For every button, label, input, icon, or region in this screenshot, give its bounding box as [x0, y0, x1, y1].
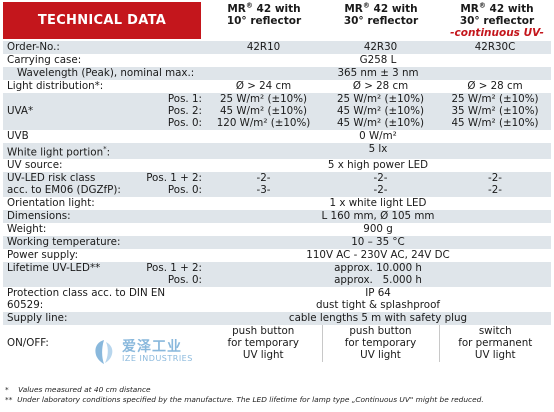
- row-weight: Weight: 900 g: [7, 222, 393, 235]
- table-header: TECHNICAL DATA MR® 42 with 10° reflector…: [3, 2, 551, 41]
- row-supply-line: Supply line: cable lengths 5 m with safe…: [3, 311, 551, 325]
- watermark-en: IZE INDUSTRIES: [122, 354, 193, 363]
- row-protection-class: Protection class acc. to DIN EN 60529: IP…: [7, 286, 441, 311]
- row-uvb: UVB 0 W/m²: [7, 130, 397, 142]
- row-uva: Pos. 1: Pos. 2: Pos. 0: UVA* 25 W/m² (±1…: [3, 93, 551, 130]
- row-wavelength: Wavelength (Peak), nominal max.: 365 nm …: [3, 67, 551, 80]
- spec-table: Order-No.: 42R10 42R30 42R30C Carrying c…: [3, 41, 551, 362]
- watermark-cn: 爱泽工业: [122, 339, 182, 355]
- ize-logo-icon: [95, 340, 113, 364]
- technical-data-sheet: TECHNICAL DATA MR® 42 with 10° reflector…: [3, 2, 551, 362]
- header-col-42r30c: MR® 42 with 30° reflector -continuous UV…: [450, 1, 544, 39]
- row-light-distribution: Light distribution*: Ø > 24 cm Ø > 28 cm…: [7, 80, 523, 92]
- row-uv-source: UV source: 5 x high power LED: [7, 158, 429, 171]
- continuous-uv-label: -continuous UV-: [450, 27, 544, 39]
- row-orientation-light: Orientation light: 1 x white light LED: [7, 196, 427, 209]
- header-col-42r30: MR® 42 with 30° reflector: [343, 1, 419, 27]
- footnote-1: * Values measured at 40 cm distance: [5, 385, 151, 394]
- row-working-temperature: Working temperature: 10 – 35 °C: [3, 235, 551, 249]
- row-order-no: Order-No.: 42R10 42R30 42R30C: [3, 41, 551, 54]
- footnote-2: ** Under laboratory conditions specified…: [5, 395, 484, 404]
- row-lifetime: Pos. 1 + 2: Pos. 0: Lifetime UV-LED** ap…: [3, 261, 551, 287]
- technical-data-title: TECHNICAL DATA: [3, 2, 201, 39]
- row-carrying-case: Carrying case: G258 L: [7, 54, 397, 66]
- watermark-logo: 爱泽工业 IZE INDUSTRIES: [92, 336, 232, 370]
- row-on-off: ON/OFF: push button for temporary UV light…: [3, 324, 551, 362]
- row-dimensions: Dimensions: L 160 mm, Ø 105 mm: [3, 209, 551, 223]
- row-power-supply: Power supply: 110V AC - 230V AC, 24V DC: [7, 248, 450, 261]
- row-risk-class: Pos. 1 + 2: Pos. 0: UV-LED risk class ac…: [3, 171, 551, 197]
- header-col-42r10: MR® 42 with 10° reflector: [226, 1, 302, 27]
- row-white-light: White light portion*: 5 lx: [3, 143, 551, 159]
